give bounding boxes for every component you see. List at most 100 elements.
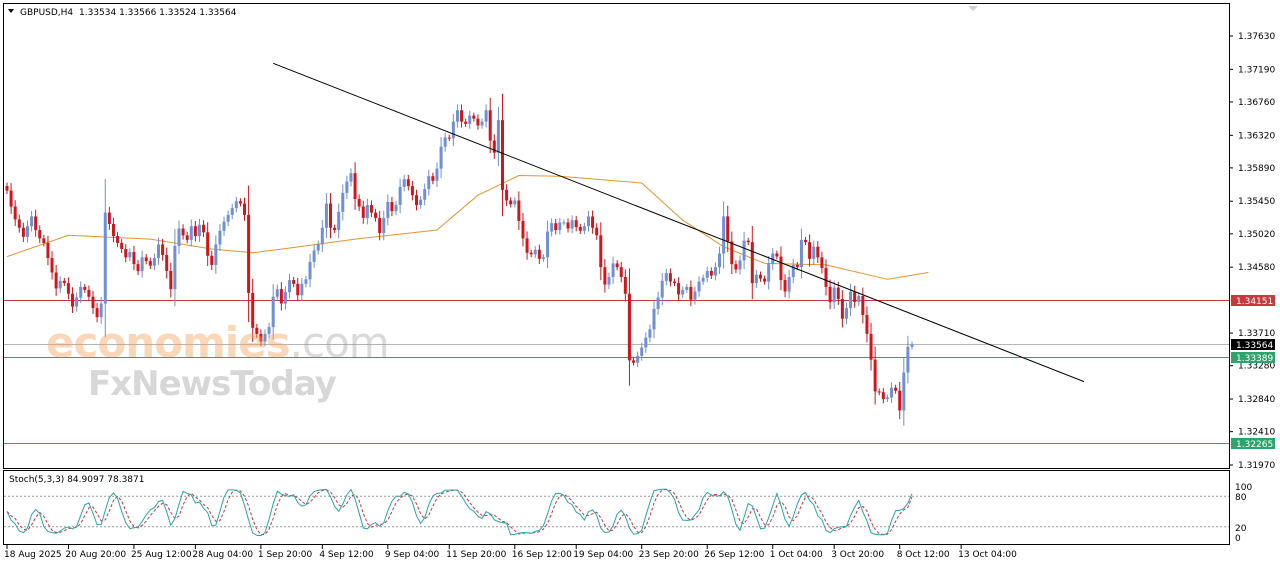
candle-body [365, 205, 369, 218]
candle-body [890, 387, 894, 398]
candle-body [763, 278, 767, 282]
candle-body [206, 232, 210, 256]
candle-body [21, 227, 25, 237]
time-tick-label: 16 Sep 12:00 [512, 550, 572, 560]
candle-body [591, 216, 595, 228]
candle-body [562, 222, 566, 224]
candle-body [533, 249, 537, 255]
candle-body [460, 110, 464, 122]
candle-body [550, 223, 554, 232]
candle-body [853, 291, 857, 303]
candle-body [181, 228, 185, 236]
candle-body [329, 203, 333, 228]
candle-body [685, 286, 689, 290]
candle-body [632, 360, 636, 363]
candle-body [660, 280, 664, 298]
trendline [272, 62, 1085, 383]
candle-body [582, 226, 586, 231]
candle-body [144, 257, 148, 262]
chevron-down-icon[interactable] [8, 9, 14, 13]
candle-body [885, 397, 889, 400]
candle-body [91, 296, 95, 309]
candle-body [333, 227, 337, 231]
candle-body [578, 227, 582, 231]
candle-body [177, 228, 181, 246]
candle-body [38, 230, 42, 239]
candle-body [132, 252, 136, 265]
candle-body [758, 274, 762, 279]
candle-body [288, 280, 292, 293]
candle-body [435, 168, 439, 181]
candle-body [255, 327, 259, 334]
candle-body [378, 217, 382, 234]
candle-body [546, 231, 550, 258]
candle-body [537, 249, 541, 259]
stoch-tick-label: 80 [1235, 493, 1247, 503]
candle-body [722, 216, 726, 254]
candle-body [75, 297, 79, 307]
candle-body [730, 241, 734, 265]
ma-line [6, 174, 929, 280]
candle-body [496, 120, 500, 153]
candle-body [210, 255, 214, 265]
candle-body [529, 252, 533, 255]
candle-body [300, 283, 304, 296]
level-tag-label: 1.33564 [1236, 341, 1273, 351]
candle-body [161, 244, 165, 256]
candle-body [525, 238, 529, 253]
candle-body [419, 199, 423, 206]
candle-body [218, 230, 222, 245]
candle-body [746, 240, 750, 243]
level-tag-label: 1.34151 [1236, 297, 1273, 307]
candle-body [251, 292, 255, 328]
level-tag-support [1231, 352, 1275, 363]
candle-body [554, 223, 558, 231]
ohlc-label: 1.33534 1.33566 1.33524 1.33564 [79, 8, 237, 18]
candle-body [103, 212, 107, 304]
candle-body [423, 189, 427, 200]
price-tick-label: 1.35020 [1238, 230, 1275, 240]
candle-body [148, 261, 152, 266]
candle-body [247, 214, 251, 293]
price-tick-label: 1.31970 [1238, 461, 1275, 471]
scroll-marker-icon[interactable] [968, 6, 978, 11]
stoch-signal-line [6, 488, 913, 536]
time-tick-label: 11 Sep 20:00 [446, 550, 506, 560]
candle-body [750, 242, 754, 284]
candle-body [107, 212, 111, 224]
candle-body [599, 235, 603, 268]
candle-body [173, 245, 177, 290]
candle-body [374, 212, 378, 218]
candle-body [296, 283, 300, 296]
price-tick-label: 1.33280 [1238, 362, 1275, 372]
candle-body [214, 244, 218, 265]
time-tick-label: 28 Aug 04:00 [192, 550, 253, 560]
candle-body [341, 192, 345, 212]
candle-body [202, 224, 206, 233]
candle-body [410, 186, 414, 196]
time-tick-label: 25 Aug 12:00 [131, 550, 192, 560]
candle-body [353, 173, 357, 199]
candle-body [787, 277, 791, 292]
candle-body [406, 179, 410, 187]
candle-body [517, 200, 521, 221]
candle-body [390, 201, 394, 212]
candle-body [271, 296, 275, 328]
price-levels [4, 300, 1229, 444]
candle-body [566, 222, 570, 229]
candle-body [34, 216, 38, 231]
watermark-economies: economies.com [46, 318, 390, 367]
candle-body [275, 289, 279, 297]
candle-body [136, 264, 140, 271]
candle-body [910, 344, 914, 347]
candle-body [640, 347, 644, 356]
candle-body [824, 267, 828, 287]
candle-body [726, 216, 730, 242]
stoch-main-line [6, 488, 913, 537]
candle-body [672, 281, 676, 284]
candle-body [398, 186, 402, 206]
candle-body [857, 295, 861, 303]
time-tick-label: 9 Sep 04:00 [385, 550, 440, 560]
stochastic-oscillator [4, 488, 1229, 537]
candle-body [865, 314, 869, 334]
